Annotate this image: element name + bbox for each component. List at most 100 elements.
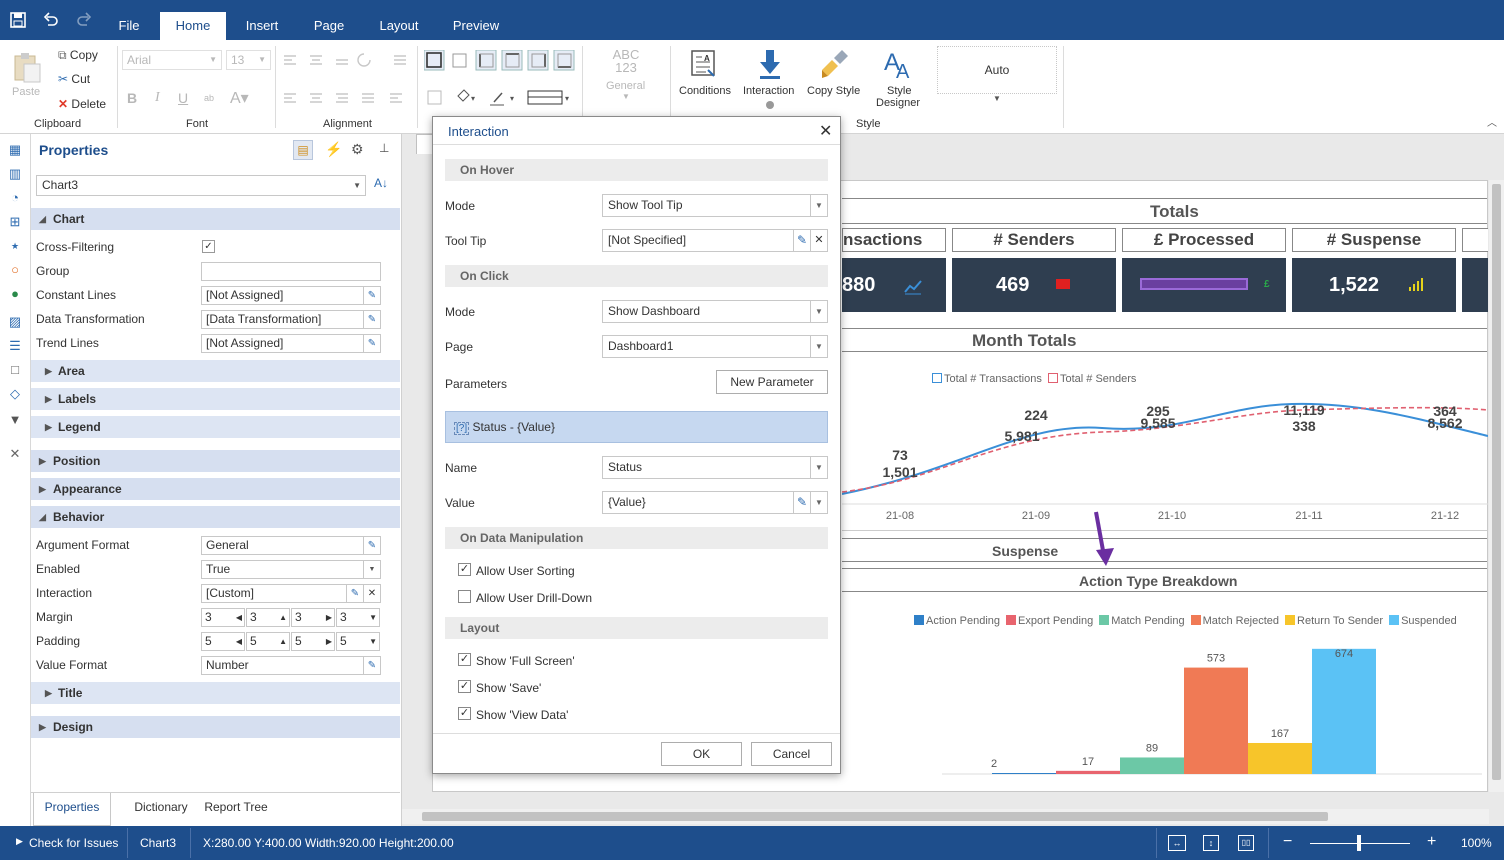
font-name-select[interactable]: Arial ▼ bbox=[122, 50, 222, 70]
edit-icon[interactable]: ✎ bbox=[363, 657, 380, 674]
conditions-button[interactable]: Conditions bbox=[679, 85, 731, 97]
alignment-buttons[interactable] bbox=[282, 52, 412, 112]
close-icon[interactable]: ✕ bbox=[819, 123, 833, 140]
cut-button[interactable]: ✂ Cut bbox=[58, 72, 90, 86]
chevron-down-icon[interactable]: ▼ bbox=[810, 492, 827, 513]
undo-icon[interactable] bbox=[42, 11, 60, 29]
gear-icon[interactable]: ⚙ bbox=[351, 141, 364, 157]
vertical-scrollbar[interactable] bbox=[1489, 180, 1504, 792]
fit-page-icon[interactable]: ▯▯ bbox=[1238, 835, 1254, 851]
strikethrough-icon[interactable]: ab bbox=[204, 93, 215, 103]
scroll-thumb[interactable] bbox=[1492, 184, 1501, 780]
show-viewdata-checkbox[interactable]: ✓ bbox=[458, 707, 471, 720]
subsection-labels[interactable]: ▶ Labels bbox=[31, 388, 400, 410]
new-parameter-button[interactable]: New Parameter bbox=[716, 370, 828, 394]
format-general-label[interactable]: General bbox=[606, 80, 646, 92]
fit-height-icon[interactable]: ↕ bbox=[1203, 835, 1219, 851]
map-icon[interactable]: ● bbox=[11, 286, 19, 301]
table-icon[interactable]: ▦ bbox=[8, 142, 22, 157]
zoom-slider-thumb[interactable] bbox=[1357, 835, 1361, 851]
tab-properties[interactable]: Properties bbox=[33, 793, 111, 826]
cancel-button[interactable]: Cancel bbox=[751, 742, 832, 766]
margin-right[interactable]: 3 ▶ bbox=[291, 608, 335, 627]
panel-icon[interactable]: □ bbox=[11, 362, 19, 377]
tooltip-field[interactable]: [Not Specified] ✎ ✕ bbox=[602, 229, 828, 252]
interaction-button[interactable]: Interaction bbox=[743, 85, 795, 97]
tab-dictionary[interactable]: Dictionary bbox=[134, 800, 188, 814]
collapse-ribbon-icon[interactable]: ︿ bbox=[1487, 118, 1497, 129]
bar[interactable] bbox=[1312, 648, 1376, 774]
style-designer-label-2[interactable]: Designer bbox=[876, 97, 921, 109]
italic-icon[interactable]: I bbox=[155, 90, 160, 105]
allow-sorting-checkbox[interactable]: ✓ bbox=[458, 563, 471, 576]
group-field[interactable] bbox=[201, 262, 381, 281]
bar[interactable] bbox=[1120, 757, 1184, 774]
tab-preview[interactable]: Preview bbox=[452, 18, 500, 33]
show-save-checkbox[interactable]: ✓ bbox=[458, 680, 471, 693]
border-buttons[interactable]: ▾ ▾ ▾ bbox=[424, 50, 580, 116]
filter-icon[interactable]: ▼ bbox=[8, 412, 22, 427]
font-color-icon[interactable]: A▾ bbox=[230, 90, 249, 107]
allow-drilldown-checkbox[interactable] bbox=[458, 590, 471, 603]
copy-style-button[interactable]: Copy Style bbox=[807, 85, 861, 97]
copy-button[interactable]: ⧉ Copy bbox=[58, 48, 98, 63]
tab-report-tree[interactable]: Report Tree bbox=[204, 800, 268, 814]
shape-icon[interactable]: ◇ bbox=[10, 386, 20, 401]
padding-left[interactable]: 5 ◀ bbox=[201, 632, 245, 651]
bar[interactable] bbox=[1248, 742, 1312, 774]
style-auto-box[interactable]: Auto bbox=[937, 46, 1057, 94]
pivot-icon[interactable]: ⊞ bbox=[9, 214, 21, 229]
horizontal-scrollbar[interactable] bbox=[402, 809, 1489, 824]
margin-left[interactable]: 3 ◀ bbox=[201, 608, 245, 627]
tab-layout[interactable]: Layout bbox=[379, 18, 419, 33]
bar[interactable] bbox=[1056, 770, 1120, 774]
zoom-in-icon[interactable]: + bbox=[1427, 833, 1437, 850]
image-icon[interactable]: ▨ bbox=[8, 314, 22, 329]
section-chart[interactable]: ◢ Chart bbox=[31, 208, 400, 230]
month-totals-chart[interactable]: Total # Transactions Total # Senders 21-… bbox=[842, 360, 1488, 528]
progress-icon[interactable]: ○ bbox=[11, 262, 19, 277]
constant-lines-field[interactable]: [Not Assigned] ✎ bbox=[201, 286, 381, 305]
interaction-field[interactable]: [Custom] ✎ ✕ bbox=[201, 584, 381, 603]
underline-icon[interactable]: U bbox=[178, 90, 189, 106]
tools-icon[interactable]: ✕ bbox=[9, 446, 21, 461]
edit-icon[interactable]: ✎ bbox=[363, 335, 380, 352]
action-type-chart[interactable]: Action Pending Export Pending Match Pendin… bbox=[842, 600, 1488, 780]
style-designer-label-1[interactable]: Style bbox=[887, 85, 912, 97]
margin-bottom[interactable]: 3 ▼ bbox=[336, 608, 380, 627]
properties-tab-icon[interactable]: ▤ bbox=[293, 140, 313, 160]
copy-style-icon[interactable] bbox=[818, 48, 850, 80]
bar-chart-icon[interactable]: ▥ bbox=[8, 166, 22, 181]
chevron-down-icon[interactable]: ▼ bbox=[993, 94, 1001, 103]
subsection-area[interactable]: ▶ Area bbox=[31, 360, 400, 382]
enabled-select[interactable]: True ▼ bbox=[201, 560, 381, 579]
margin-top[interactable]: 3 ▲ bbox=[246, 608, 290, 627]
cross-filtering-checkbox[interactable]: ✓ bbox=[202, 240, 215, 253]
redo-icon[interactable] bbox=[75, 11, 93, 29]
events-icon[interactable]: ⚡ bbox=[325, 141, 343, 157]
tab-insert[interactable]: Insert bbox=[245, 18, 279, 33]
fit-width-icon[interactable]: ↔ bbox=[1168, 835, 1186, 851]
value-format-field[interactable]: Number ✎ bbox=[201, 656, 381, 675]
text-icon[interactable]: ☰ bbox=[9, 338, 21, 353]
edit-icon[interactable]: ✎ bbox=[363, 287, 380, 304]
hover-mode-select[interactable]: Show Tool Tip ▼ bbox=[602, 194, 828, 217]
margin-fields[interactable]: 3 ◀ 3 ▲ 3 ▶ 3 ▼ bbox=[201, 608, 381, 627]
indicator-icon[interactable]: ★ bbox=[10, 241, 20, 251]
paste-button[interactable]: Paste bbox=[12, 86, 41, 98]
tab-file[interactable]: File bbox=[118, 18, 140, 33]
padding-bottom[interactable]: 5 ▼ bbox=[336, 632, 380, 651]
conditions-icon[interactable]: A bbox=[688, 48, 720, 80]
page-select[interactable]: Dashboard1 ▼ bbox=[602, 335, 828, 358]
bar[interactable] bbox=[992, 773, 1056, 774]
section-design[interactable]: ▶ Design bbox=[31, 716, 400, 738]
section-behavior[interactable]: ◢ Behavior bbox=[31, 506, 400, 528]
save-icon[interactable] bbox=[9, 11, 27, 29]
bold-icon[interactable]: B bbox=[127, 90, 138, 106]
number-format-icon[interactable]: ABC 123 bbox=[612, 47, 640, 75]
param-name-select[interactable]: Status ▼ bbox=[602, 456, 828, 479]
click-mode-select[interactable]: Show Dashboard ▼ bbox=[602, 300, 828, 323]
argument-format-field[interactable]: General ✎ bbox=[201, 536, 381, 555]
pin-icon[interactable]: ⊥ bbox=[379, 141, 390, 155]
